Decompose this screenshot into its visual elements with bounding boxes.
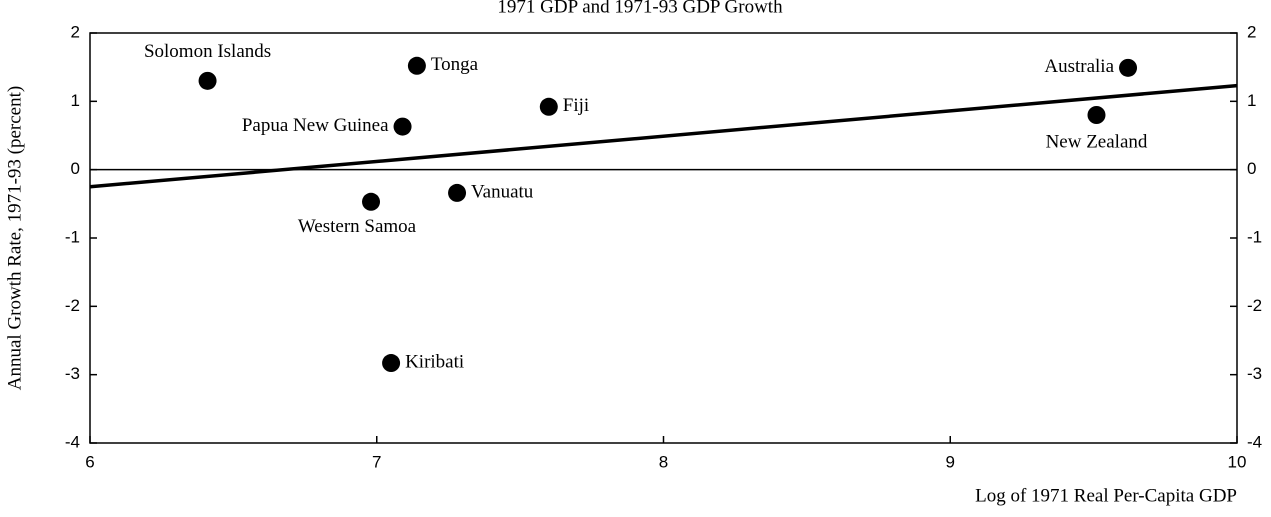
fit-line — [89, 83, 1238, 189]
x-axis-label: Log of 1971 Real Per-Capita GDP — [975, 485, 1237, 506]
point-label: New Zealand — [1046, 131, 1148, 152]
y2-tick-label: -4 — [1247, 432, 1262, 451]
point — [1087, 106, 1106, 124]
y-tick-label: 1 — [71, 91, 80, 110]
x-tick-label: 9 — [946, 452, 955, 471]
y2-tick-label: 2 — [1247, 22, 1256, 41]
y-axis-label: Annual Growth Rate, 1971-93 (percent) — [4, 86, 25, 390]
y2-tick-label: -1 — [1247, 227, 1262, 246]
point — [393, 117, 412, 136]
y2-tick-label: 0 — [1247, 159, 1256, 178]
x-tick-label: 7 — [372, 452, 381, 471]
point-label: Solomon Islands — [144, 41, 271, 62]
point — [382, 354, 401, 373]
point-label: Western Samoa — [298, 216, 417, 237]
x-tick-label: 8 — [659, 452, 668, 471]
y2-tick-label: -3 — [1247, 364, 1262, 383]
point — [407, 56, 426, 75]
point-label: Australia — [1044, 56, 1114, 77]
point-label: Kiribati — [405, 351, 464, 372]
point-label: Fiji — [563, 95, 589, 116]
y-tick-label: -1 — [65, 227, 80, 246]
y-tick-label: 0 — [71, 159, 80, 178]
y-tick-label: -2 — [65, 296, 80, 315]
y-tick-label: 2 — [71, 22, 80, 41]
point-label: Vanuatu — [471, 181, 534, 202]
point — [1119, 58, 1138, 77]
x-tick-label: 6 — [85, 452, 94, 471]
y2-tick-label: -2 — [1247, 296, 1262, 315]
point-label: Papua New Guinea — [242, 115, 389, 136]
chart-title: 1971 GDP and 1971-93 GDP Growth — [497, 0, 783, 17]
y-tick-label: -4 — [65, 432, 80, 451]
y2-tick-label: 1 — [1247, 91, 1256, 110]
point — [198, 71, 217, 90]
point — [539, 97, 558, 116]
point — [362, 192, 381, 211]
point-label: Tonga — [431, 54, 479, 75]
plot-frame — [89, 32, 1238, 444]
point — [448, 183, 467, 202]
x-tick-label: 10 — [1228, 452, 1247, 471]
y-tick-label: -3 — [65, 364, 80, 383]
